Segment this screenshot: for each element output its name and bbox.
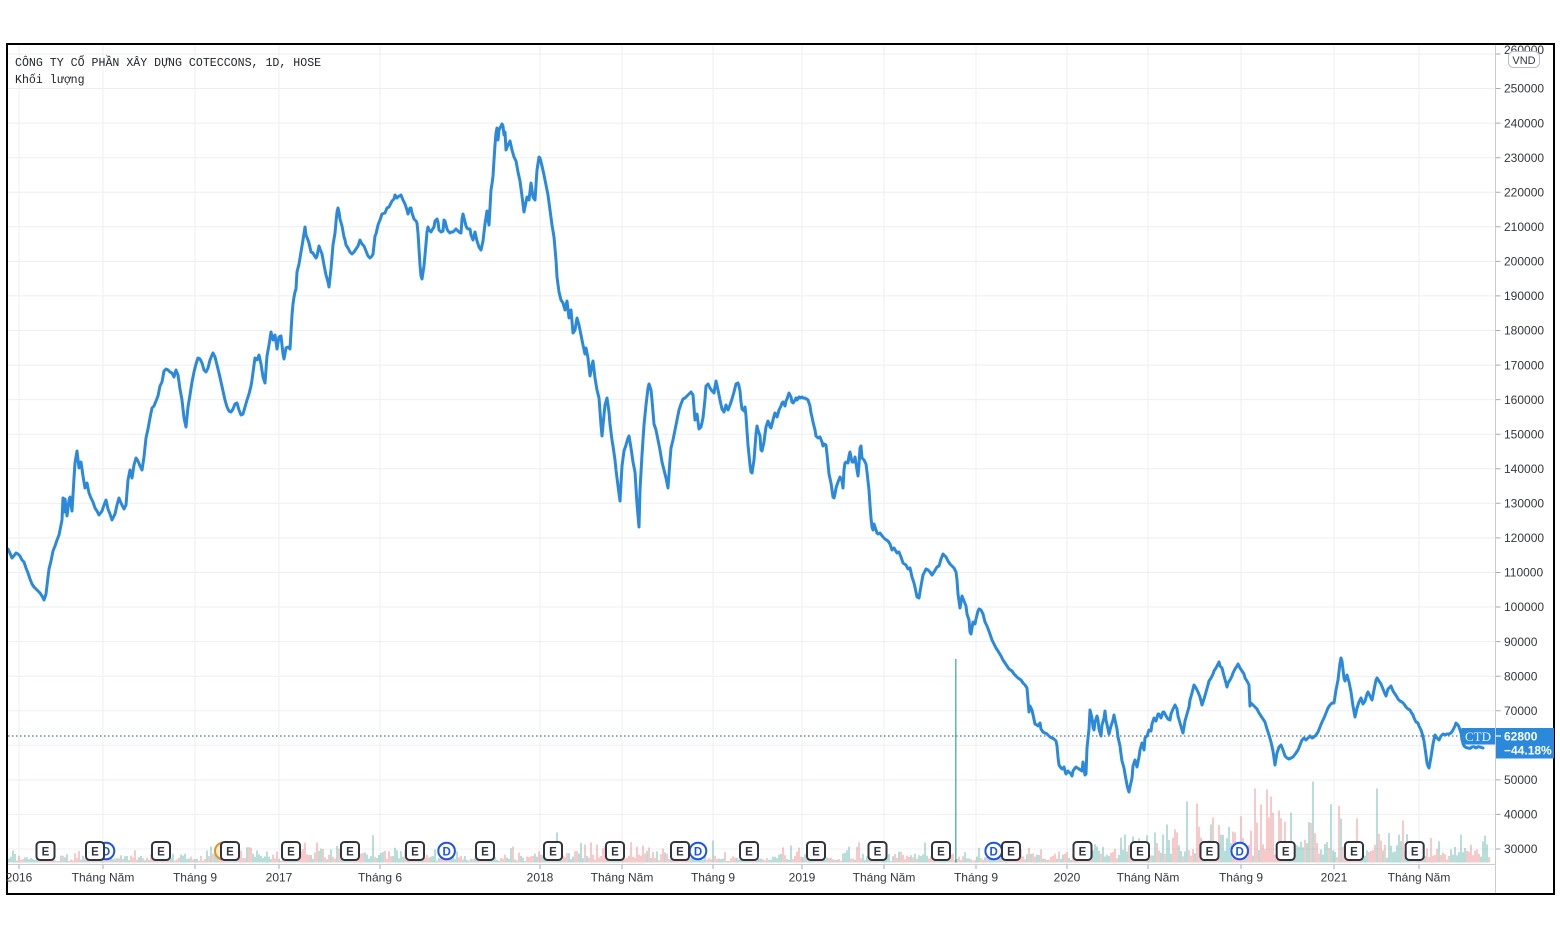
- svg-text:E: E: [1350, 847, 1358, 859]
- svg-text:30000: 30000: [1504, 842, 1538, 856]
- svg-text:2021: 2021: [1321, 871, 1348, 885]
- svg-text:80000: 80000: [1504, 669, 1538, 683]
- svg-text:E: E: [1206, 847, 1214, 859]
- svg-text:Tháng Năm: Tháng Năm: [591, 871, 654, 885]
- svg-text:Tháng 9: Tháng 9: [954, 871, 998, 885]
- svg-text:170000: 170000: [1504, 358, 1544, 372]
- svg-text:Khối lượng: Khối lượng: [15, 74, 85, 87]
- svg-text:E: E: [874, 847, 882, 859]
- svg-text:190000: 190000: [1504, 289, 1544, 303]
- svg-text:140000: 140000: [1504, 462, 1544, 476]
- svg-text:E: E: [481, 847, 489, 859]
- svg-text:E: E: [42, 847, 50, 859]
- svg-text:70000: 70000: [1504, 704, 1538, 718]
- svg-text:2018: 2018: [527, 871, 554, 885]
- svg-text:Tháng Năm: Tháng Năm: [853, 871, 916, 885]
- svg-text:E: E: [1136, 847, 1144, 859]
- svg-text:E: E: [1282, 847, 1290, 859]
- svg-text:E: E: [287, 847, 295, 859]
- svg-text:E: E: [1411, 847, 1419, 859]
- svg-text:100000: 100000: [1504, 600, 1544, 614]
- svg-text:250000: 250000: [1504, 82, 1544, 96]
- svg-text:2020: 2020: [1054, 871, 1081, 885]
- svg-text:E: E: [91, 847, 99, 859]
- svg-text:E: E: [745, 847, 753, 859]
- svg-text:CTD: CTD: [1465, 729, 1491, 744]
- svg-text:2016: 2016: [6, 871, 33, 885]
- svg-text:110000: 110000: [1504, 566, 1543, 580]
- svg-text:−44.18%: −44.18%: [1504, 744, 1552, 758]
- svg-text:E: E: [1079, 847, 1087, 859]
- svg-text:VND: VND: [1512, 55, 1535, 67]
- svg-text:Tháng 9: Tháng 9: [1219, 871, 1263, 885]
- svg-text:230000: 230000: [1504, 151, 1544, 165]
- svg-text:Tháng 9: Tháng 9: [691, 871, 735, 885]
- svg-text:120000: 120000: [1504, 531, 1544, 545]
- svg-text:E: E: [346, 847, 354, 859]
- svg-text:200000: 200000: [1504, 255, 1544, 269]
- svg-text:160000: 160000: [1504, 393, 1544, 407]
- svg-text:E: E: [226, 847, 234, 859]
- svg-text:D: D: [102, 847, 110, 859]
- svg-text:E: E: [411, 847, 419, 859]
- svg-text:150000: 150000: [1504, 427, 1544, 441]
- svg-text:E: E: [549, 847, 557, 859]
- svg-text:E: E: [812, 847, 820, 859]
- svg-text:D: D: [1236, 847, 1244, 859]
- svg-text:E: E: [676, 847, 684, 859]
- svg-text:E: E: [937, 847, 945, 859]
- svg-text:62800: 62800: [1504, 730, 1538, 744]
- svg-text:130000: 130000: [1504, 497, 1544, 511]
- svg-text:220000: 220000: [1504, 185, 1544, 199]
- svg-text:180000: 180000: [1504, 324, 1544, 338]
- svg-text:Tháng Năm: Tháng Năm: [1117, 871, 1180, 885]
- svg-text:Tháng 6: Tháng 6: [358, 871, 402, 885]
- svg-text:D: D: [442, 847, 450, 859]
- svg-text:210000: 210000: [1504, 220, 1544, 234]
- svg-text:Tháng 9: Tháng 9: [173, 871, 217, 885]
- svg-text:CÔNG TY CỔ PHẦN XÂY DỰNG COTEC: CÔNG TY CỔ PHẦN XÂY DỰNG COTECCONS, 1D, …: [15, 56, 321, 70]
- svg-text:90000: 90000: [1504, 635, 1538, 649]
- svg-text:2017: 2017: [266, 871, 293, 885]
- svg-text:D: D: [990, 847, 998, 859]
- svg-text:D: D: [694, 847, 702, 859]
- svg-text:2019: 2019: [789, 871, 816, 885]
- svg-text:40000: 40000: [1504, 808, 1538, 822]
- svg-text:Tháng Năm: Tháng Năm: [72, 871, 135, 885]
- svg-text:E: E: [611, 847, 619, 859]
- svg-text:50000: 50000: [1504, 773, 1538, 787]
- svg-text:Tháng Năm: Tháng Năm: [1388, 871, 1451, 885]
- svg-text:E: E: [1007, 847, 1015, 859]
- svg-text:240000: 240000: [1504, 116, 1544, 130]
- svg-text:E: E: [157, 847, 165, 859]
